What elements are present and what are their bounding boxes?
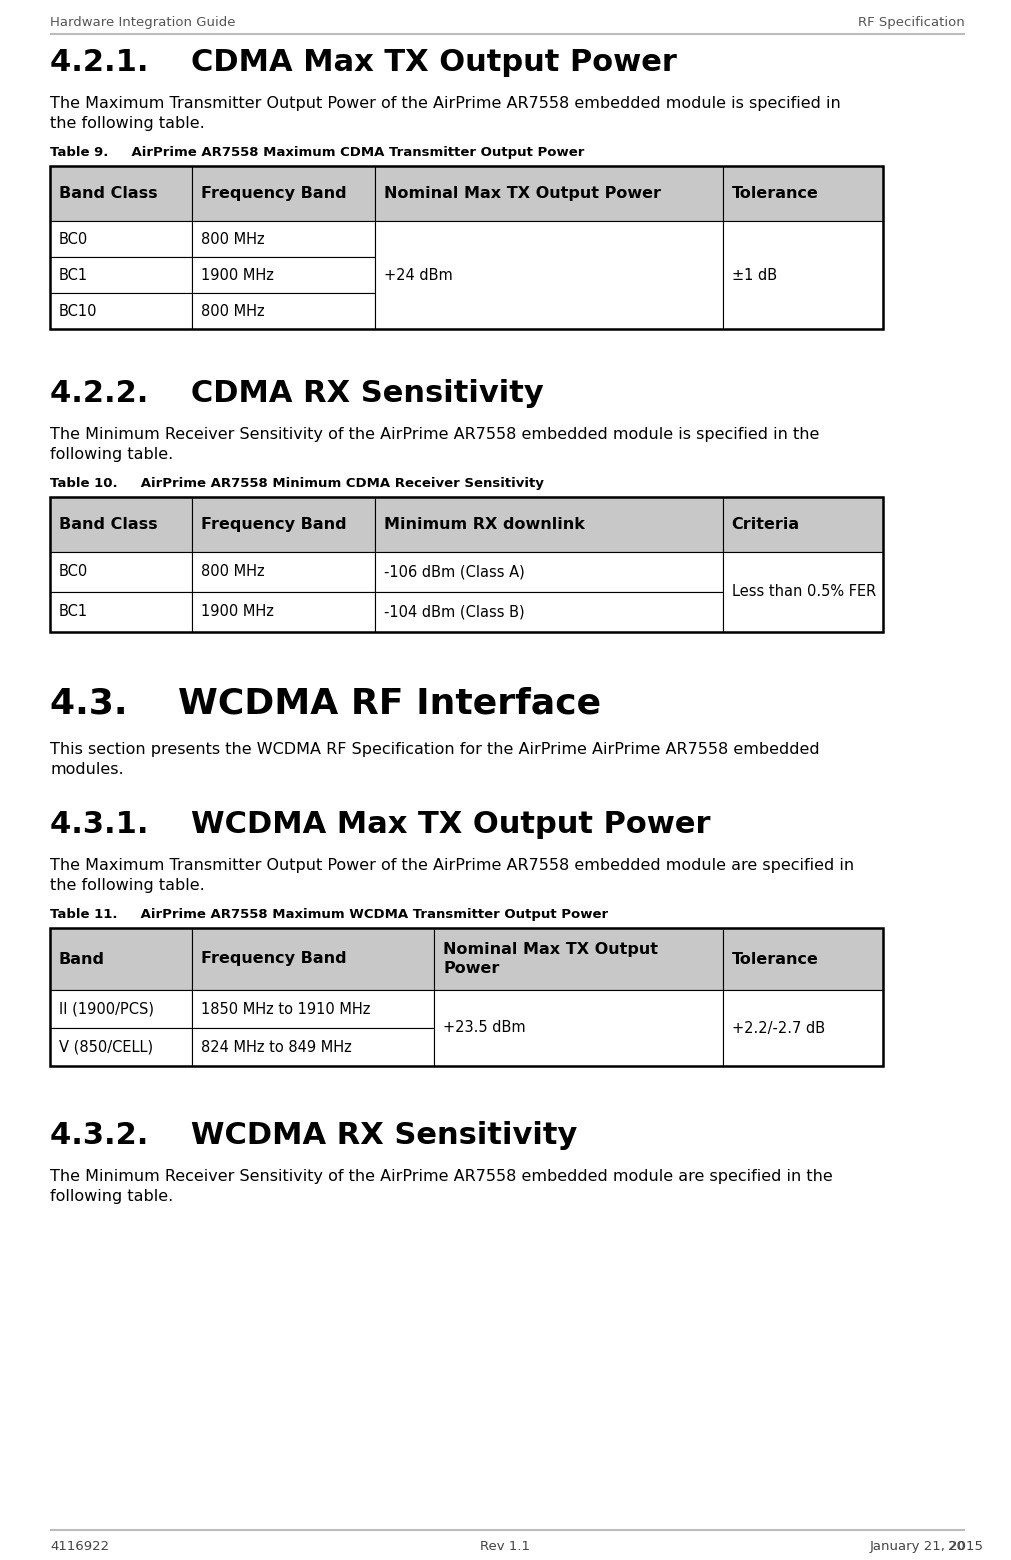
Bar — [375, 591, 723, 632]
Bar — [50, 498, 883, 632]
Bar — [192, 1028, 435, 1065]
Text: January 21, 2015: January 21, 2015 — [870, 1540, 984, 1554]
Text: 4.2.1.    CDMA Max TX Output Power: 4.2.1. CDMA Max TX Output Power — [50, 48, 677, 76]
Text: 1850 MHz to 1910 MHz: 1850 MHz to 1910 MHz — [201, 1002, 370, 1017]
Text: 4.3.1.    WCDMA Max TX Output Power: 4.3.1. WCDMA Max TX Output Power — [50, 810, 711, 839]
Bar — [192, 293, 375, 329]
Text: +23.5 dBm: +23.5 dBm — [443, 1020, 526, 1036]
Bar — [375, 498, 723, 552]
Bar — [50, 222, 192, 257]
Text: II (1900/PCS): II (1900/PCS) — [59, 1002, 154, 1017]
Bar — [192, 498, 375, 552]
Bar — [723, 928, 883, 991]
Bar — [50, 552, 192, 591]
Bar — [435, 928, 723, 991]
Bar — [50, 293, 192, 329]
Text: 800 MHz: 800 MHz — [201, 304, 265, 318]
Text: 4.2.2.    CDMA RX Sensitivity: 4.2.2. CDMA RX Sensitivity — [50, 379, 544, 409]
Bar — [723, 498, 883, 552]
Text: 4.3.    WCDMA RF Interface: 4.3. WCDMA RF Interface — [50, 686, 602, 721]
Text: Hardware Integration Guide: Hardware Integration Guide — [50, 16, 236, 30]
Text: +24 dBm: +24 dBm — [384, 267, 453, 282]
Text: -104 dBm (Class B): -104 dBm (Class B) — [384, 604, 525, 619]
Bar — [50, 1028, 192, 1065]
Bar — [50, 991, 192, 1028]
Text: Frequency Band: Frequency Band — [201, 516, 347, 532]
Bar — [192, 222, 375, 257]
Text: 20: 20 — [948, 1540, 966, 1554]
Bar — [723, 222, 883, 329]
Bar — [192, 165, 375, 222]
Text: Band Class: Band Class — [59, 186, 158, 201]
Text: Nominal Max TX Output Power: Nominal Max TX Output Power — [384, 186, 661, 201]
Text: The Maximum Transmitter Output Power of the AirPrime AR7558 embedded module is s: The Maximum Transmitter Output Power of … — [50, 97, 841, 131]
Text: Minimum RX downlink: Minimum RX downlink — [384, 516, 584, 532]
Text: 4.3.2.    WCDMA RX Sensitivity: 4.3.2. WCDMA RX Sensitivity — [50, 1122, 577, 1150]
Bar — [192, 991, 435, 1028]
Text: 800 MHz: 800 MHz — [201, 231, 265, 246]
Bar — [723, 165, 883, 222]
Bar — [50, 257, 192, 293]
Text: The Minimum Receiver Sensitivity of the AirPrime AR7558 embedded module is speci: The Minimum Receiver Sensitivity of the … — [50, 427, 819, 462]
Text: Table 11.     AirPrime AR7558 Maximum WCDMA Transmitter Output Power: Table 11. AirPrime AR7558 Maximum WCDMA … — [50, 908, 609, 920]
Text: Frequency Band: Frequency Band — [201, 186, 347, 201]
Text: BC1: BC1 — [59, 267, 88, 282]
Bar — [192, 552, 375, 591]
Text: Tolerance: Tolerance — [732, 952, 818, 967]
Text: -106 dBm (Class A): -106 dBm (Class A) — [384, 565, 525, 579]
Bar — [723, 991, 883, 1065]
Bar — [50, 928, 883, 1065]
Bar — [375, 552, 723, 591]
Text: 800 MHz: 800 MHz — [201, 565, 265, 579]
Text: BC0: BC0 — [59, 231, 88, 246]
Bar — [192, 591, 375, 632]
Text: 4116922: 4116922 — [50, 1540, 109, 1554]
Text: Band: Band — [59, 952, 105, 967]
Text: Nominal Max TX Output
Power: Nominal Max TX Output Power — [443, 942, 658, 977]
Text: The Maximum Transmitter Output Power of the AirPrime AR7558 embedded module are : The Maximum Transmitter Output Power of … — [50, 858, 854, 892]
Text: 824 MHz to 849 MHz: 824 MHz to 849 MHz — [201, 1039, 352, 1055]
Bar — [192, 257, 375, 293]
Text: The Minimum Receiver Sensitivity of the AirPrime AR7558 embedded module are spec: The Minimum Receiver Sensitivity of the … — [50, 1168, 833, 1204]
Text: +2.2/-2.7 dB: +2.2/-2.7 dB — [732, 1020, 825, 1036]
Text: Rev 1.1: Rev 1.1 — [480, 1540, 530, 1554]
Bar — [50, 591, 192, 632]
Text: Band Class: Band Class — [59, 516, 158, 532]
Bar — [50, 165, 192, 222]
Text: Less than 0.5% FER: Less than 0.5% FER — [732, 585, 876, 599]
Bar — [375, 222, 723, 329]
Text: Criteria: Criteria — [732, 516, 800, 532]
Bar — [375, 165, 723, 222]
Bar — [50, 165, 883, 329]
Text: Frequency Band: Frequency Band — [201, 952, 347, 967]
Bar — [50, 928, 192, 991]
Text: Table 9.     AirPrime AR7558 Maximum CDMA Transmitter Output Power: Table 9. AirPrime AR7558 Maximum CDMA Tr… — [50, 147, 584, 159]
Bar — [50, 498, 192, 552]
Text: RF Specification: RF Specification — [858, 16, 966, 30]
Text: BC1: BC1 — [59, 604, 88, 619]
Bar — [435, 991, 723, 1065]
Text: Tolerance: Tolerance — [732, 186, 818, 201]
Text: 1900 MHz: 1900 MHz — [201, 604, 274, 619]
Text: This section presents the WCDMA RF Specification for the AirPrime AirPrime AR755: This section presents the WCDMA RF Speci… — [50, 743, 820, 777]
Text: V (850/CELL): V (850/CELL) — [59, 1039, 153, 1055]
Text: BC0: BC0 — [59, 565, 88, 579]
Text: ±1 dB: ±1 dB — [732, 267, 776, 282]
Text: 1900 MHz: 1900 MHz — [201, 267, 274, 282]
Text: Table 10.     AirPrime AR7558 Minimum CDMA Receiver Sensitivity: Table 10. AirPrime AR7558 Minimum CDMA R… — [50, 477, 544, 490]
Text: BC10: BC10 — [59, 304, 97, 318]
Bar — [192, 928, 435, 991]
Bar — [723, 552, 883, 632]
